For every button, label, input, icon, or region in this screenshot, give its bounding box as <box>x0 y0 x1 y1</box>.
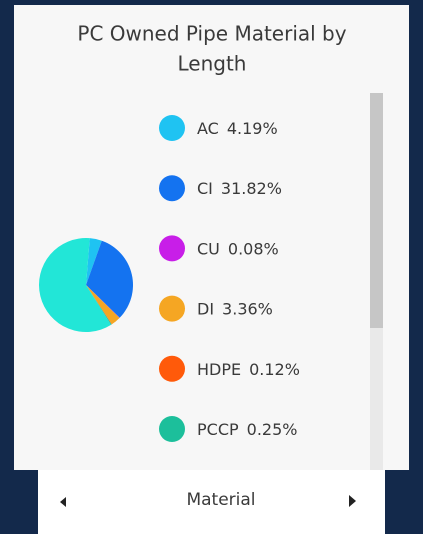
legend-value: 0.25% <box>247 420 298 439</box>
pie-slice <box>86 285 120 325</box>
legend-label: PCCP 0.25% <box>197 420 297 439</box>
legend-label: CU 0.08% <box>197 239 279 258</box>
legend-value: 4.19% <box>227 119 278 138</box>
chart-title: Length <box>178 52 247 76</box>
legend-category: DI <box>197 299 214 318</box>
legend-value: 0.08% <box>228 239 279 258</box>
footer-bar <box>38 470 385 534</box>
legend-category: CI <box>197 179 213 198</box>
legend-swatch <box>159 175 185 202</box>
chart-title: PC Owned Pipe Material by <box>77 22 346 46</box>
pie-slice <box>86 285 112 325</box>
legend-category: HDPE <box>197 359 241 378</box>
pie-slice <box>86 238 102 285</box>
pie-slice <box>86 285 112 325</box>
pie-slice <box>86 240 133 318</box>
next-arrow[interactable] <box>349 495 356 507</box>
legend-value: 0.12% <box>249 359 300 378</box>
legend-value: 3.36% <box>222 299 273 318</box>
footer-label: Material <box>186 490 255 510</box>
legend-label: AC 4.19% <box>197 119 278 138</box>
legend-category: PCCP <box>197 420 239 439</box>
legend-swatch <box>159 115 185 141</box>
legend-swatch <box>159 295 185 322</box>
legend: AC 4.19% CI 31.82% CU 0.08% DI 3.36% HDPE 0.12% PC… <box>159 115 300 442</box>
prev-arrow[interactable] <box>60 497 66 507</box>
legend-swatch <box>159 235 185 262</box>
card <box>14 5 409 470</box>
legend-swatch <box>159 355 185 382</box>
legend-label: DI 3.36% <box>197 299 273 318</box>
scrollbar-thumb[interactable] <box>370 93 383 328</box>
legend-label: CI 31.82% <box>197 179 282 198</box>
pie-slice <box>86 285 120 318</box>
legend-category: AC <box>197 119 219 138</box>
legend-value: 31.82% <box>221 179 282 198</box>
legend-label: HDPE 0.12% <box>197 359 300 378</box>
legend-category: CU <box>197 239 220 258</box>
pie-slice <box>39 238 111 332</box>
legend-swatch <box>159 416 185 442</box>
pie <box>39 238 133 332</box>
